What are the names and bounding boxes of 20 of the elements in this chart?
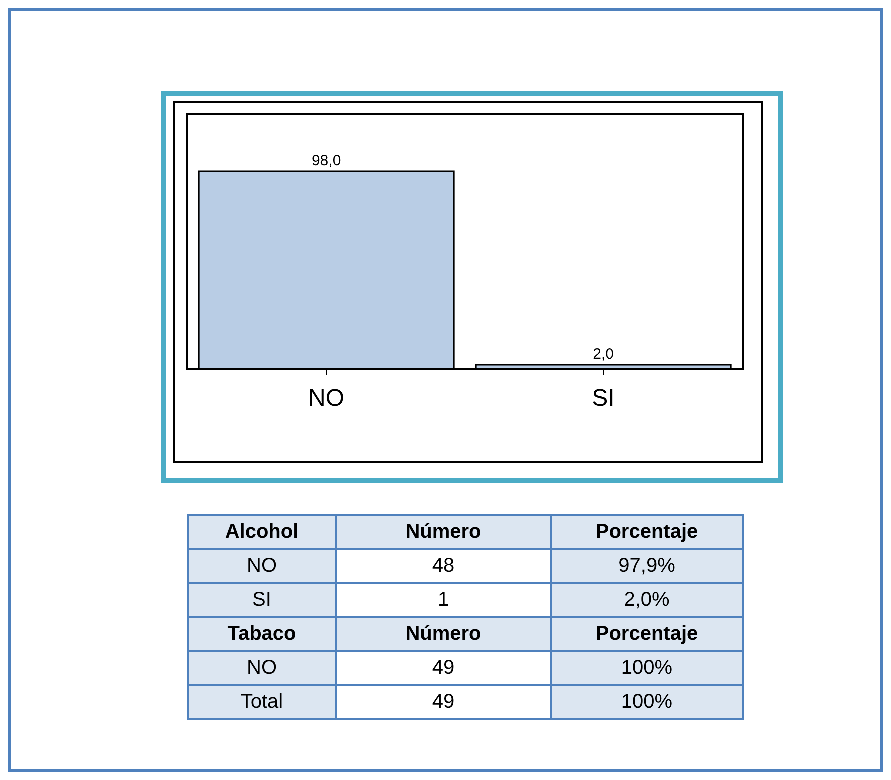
text: Número [336, 515, 551, 549]
text: 2,0% [551, 583, 743, 617]
text: Total [188, 685, 336, 719]
text: 100% [551, 651, 743, 685]
data-label: 2,0 [593, 346, 614, 363]
text: 49 [336, 651, 551, 685]
text: Alcohol [188, 515, 336, 549]
text: Porcentaje [551, 617, 743, 651]
text: 100% [551, 685, 743, 719]
text: Tabaco [188, 617, 336, 651]
text: 49 [336, 685, 551, 719]
text: NO [188, 651, 336, 685]
text: NO [188, 549, 336, 583]
text: 48 [336, 549, 551, 583]
text: 97,9% [551, 549, 743, 583]
data-label: 98,0 [312, 152, 342, 170]
text: 1 [336, 583, 551, 617]
text: SI [188, 583, 336, 617]
text: Número [336, 617, 551, 651]
text: Porcentaje [551, 515, 743, 549]
